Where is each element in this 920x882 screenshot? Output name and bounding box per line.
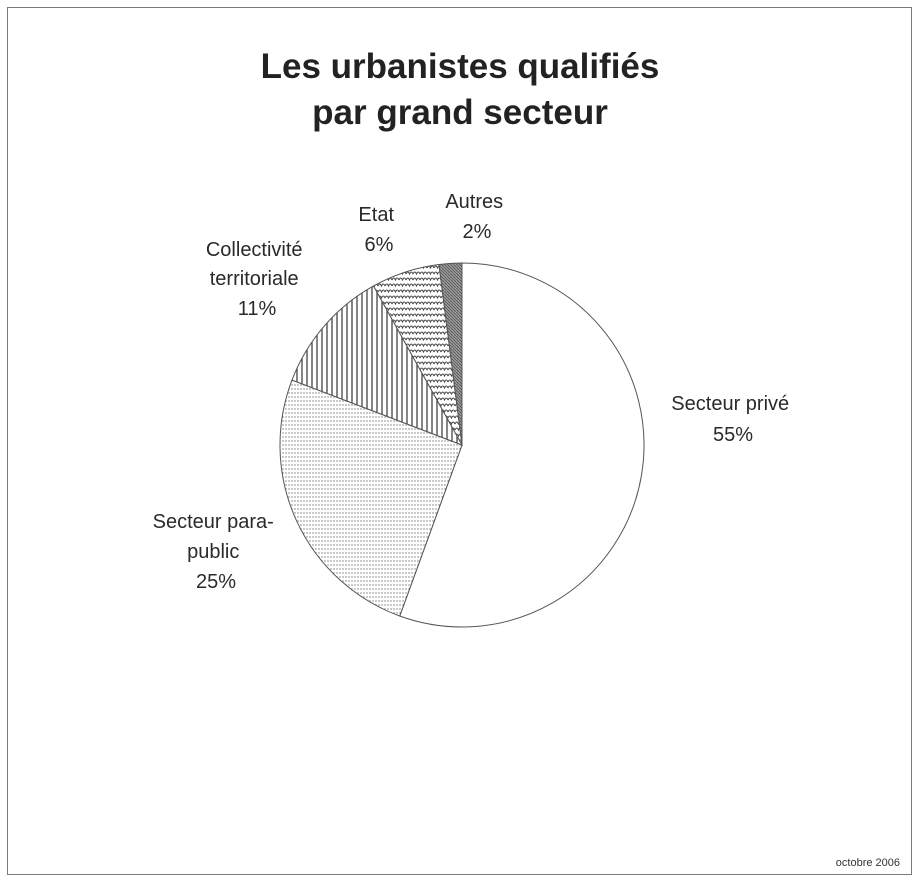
pie-slices: [279, 262, 645, 628]
slice-label-collectivite-territoriale: Collectivité territoriale 11%: [206, 239, 308, 320]
slice-label-autres-line-1: Autres: [445, 191, 503, 213]
slice-label-etat-line-1: Etat: [358, 204, 394, 226]
chart-title: Les urbanistes qualifiés par grand secte…: [0, 44, 920, 136]
pie-slice-secteur-para-public: [279, 379, 463, 617]
slice-value-collectivite-territoriale: 11%: [238, 298, 277, 320]
slice-label-etat: Etat 6%: [358, 204, 399, 256]
slice-label-collectivite-territoriale-line-1: Collectivité: [206, 239, 303, 261]
date-note: octobre 2006: [835, 857, 900, 869]
slice-value-etat: 6%: [365, 234, 394, 256]
slice-label-autres: Autres 2%: [445, 191, 508, 243]
slice-label-secteur-prive-line-1: Secteur privé: [671, 393, 789, 415]
slice-label-secteur-para-public: Secteur para- public 25%: [153, 511, 280, 593]
pie-slice-autres: [438, 262, 463, 446]
slice-label-secteur-para-public-line-2: public: [187, 541, 239, 563]
pie-slice-secteur-prive: [399, 262, 645, 628]
slice-label-secteur-para-public-line-1: Secteur para-: [153, 511, 274, 533]
chart-title-line-1: Les urbanistes qualifiés: [260, 47, 660, 86]
slice-value-autres: 2%: [463, 221, 492, 243]
pie-slice-collectivite-territoriale: [291, 285, 464, 446]
slice-value-secteur-para-public: 25%: [196, 571, 236, 593]
slice-value-secteur-prive: 55%: [713, 424, 753, 446]
slice-label-collectivite-territoriale-line-2: territoriale: [210, 268, 299, 290]
slice-label-secteur-prive: Secteur privé 55%: [671, 393, 794, 446]
pie-labels: Secteur privé 55% Secteur para- public 2…: [153, 191, 794, 593]
chart-title-line-2: par grand secteur: [312, 93, 608, 132]
